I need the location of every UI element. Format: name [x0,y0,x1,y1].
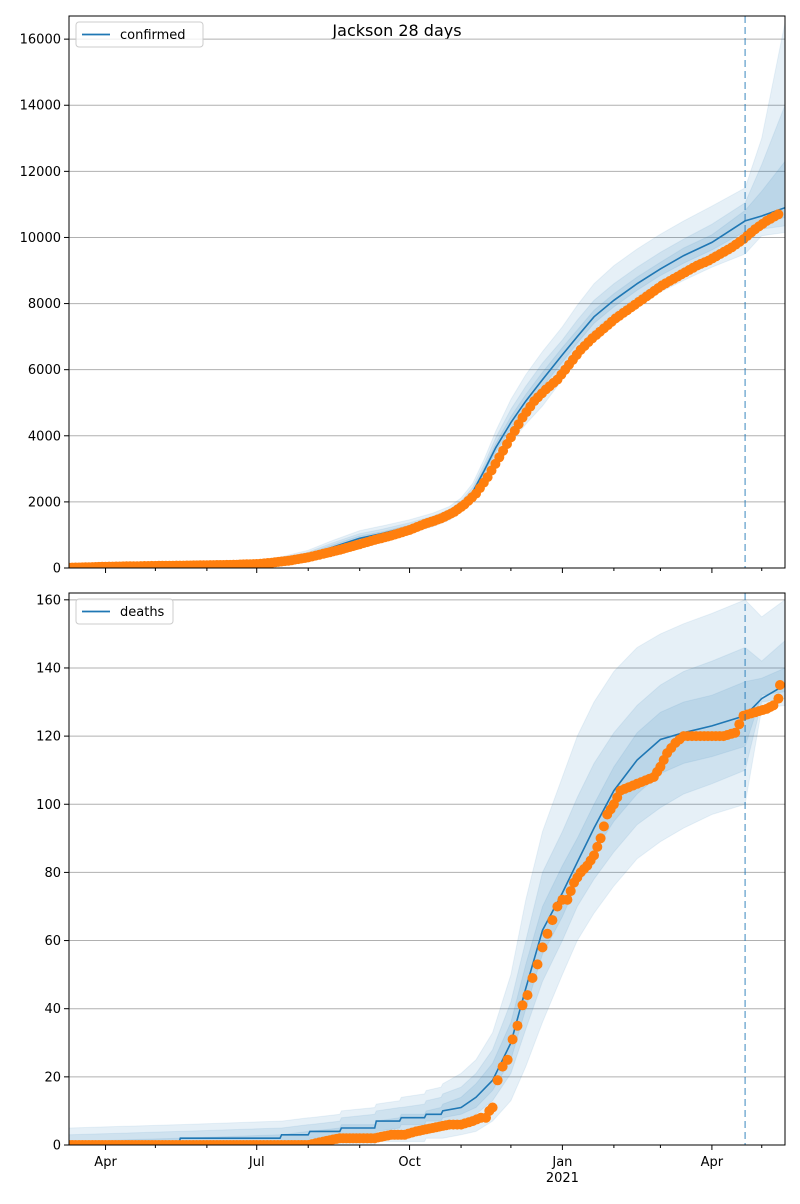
confirmed-uncertainty-band [69,22,785,568]
confirmed-y-tick-label: 4000 [28,429,61,444]
x-axis: Apr Jul Oct Jan Apr 2021 [94,1155,724,1186]
deaths-y-tick-label: 20 [44,1070,61,1085]
deaths-observed-series [69,680,785,1145]
deaths-y-tick-label: 120 [36,730,61,745]
confirmed-y-tick-label: 6000 [28,363,61,378]
deaths-data-point [595,833,606,844]
deaths-y-tick-label: 140 [36,661,61,676]
x-tick-label: Jan [551,1155,572,1170]
deaths-axes-frame [68,592,786,1146]
chart-title: Jackson 28 days [331,21,461,40]
confirmed-legend: confirmed [75,21,204,48]
deaths-data-point [527,973,538,983]
deaths-data-point [775,680,785,690]
deaths-data-point [773,693,784,704]
deaths-data-point [565,886,576,897]
deaths-data-point [492,1075,503,1086]
deaths-model-line [69,684,785,1145]
confirmed-plot-area [69,22,785,568]
deaths-data-point [589,850,599,861]
deaths-uncertainty-band [69,599,785,1145]
x-tick-label: Jul [248,1155,265,1170]
deaths-uncertainty-band [69,667,785,1145]
confirmed-observed-series [69,209,784,568]
confirmed-y-tick-label: 16000 [20,33,61,48]
deaths-data-point [507,1034,518,1045]
deaths-data-point [734,719,745,730]
deaths-y-tick-label: 80 [44,866,61,881]
deaths-data-point [592,841,603,852]
confirmed-y-tick-label: 2000 [28,495,61,510]
deaths-legend-label: deaths [120,605,165,620]
deaths-data-point [537,942,548,953]
deaths-data-point [542,928,553,939]
confirmed-panel: 0 2000 4000 6000 8000 10000 12000 14000 16000 con… [20,15,786,577]
deaths-y-tick-label: 60 [44,934,61,949]
deaths-y-tick-label: 0 [53,1139,61,1154]
confirmed-y-tick-label: 12000 [20,165,61,180]
x-tick-label: Apr [701,1155,724,1170]
x-tick-label: Oct [398,1155,420,1170]
deaths-data-point [522,990,533,1001]
deaths-data-point [547,915,558,926]
confirmed-data-point [773,209,784,220]
confirmed-y-tick-label: 8000 [28,297,61,312]
x-tick-label: Apr [94,1155,117,1170]
deaths-data-point [562,894,573,905]
deaths-data-point [598,821,609,832]
deaths-plot-area [69,599,785,1145]
deaths-legend-box [75,598,174,625]
confirmed-uncertainty-band [69,105,785,568]
deaths-data-point [532,959,543,970]
deaths-data-point [730,727,741,738]
x-year-label: 2021 [546,1171,579,1186]
confirmed-y-tick-label: 14000 [20,99,61,114]
deaths-data-point [512,1020,523,1031]
deaths-y-tick-label: 160 [36,593,61,608]
confirmed-y-tick-label: 0 [53,562,61,577]
confirmed-axes-frame [68,15,786,569]
confirmed-y-tick-label: 10000 [20,231,61,246]
deaths-panel: 0 20 40 60 80 100 120 140 160 deaths [36,592,786,1154]
deaths-y-tick-label: 100 [36,798,61,813]
confirmed-legend-label: confirmed [120,28,186,43]
confirmed-uncertainty-band [69,160,785,568]
confirmed-legend-box [75,21,204,48]
deaths-y-tick-label: 40 [44,1002,61,1017]
deaths-data-point [517,1000,528,1011]
deaths-data-point [487,1102,498,1113]
deaths-legend: deaths [75,598,174,625]
deaths-data-point [502,1054,513,1065]
